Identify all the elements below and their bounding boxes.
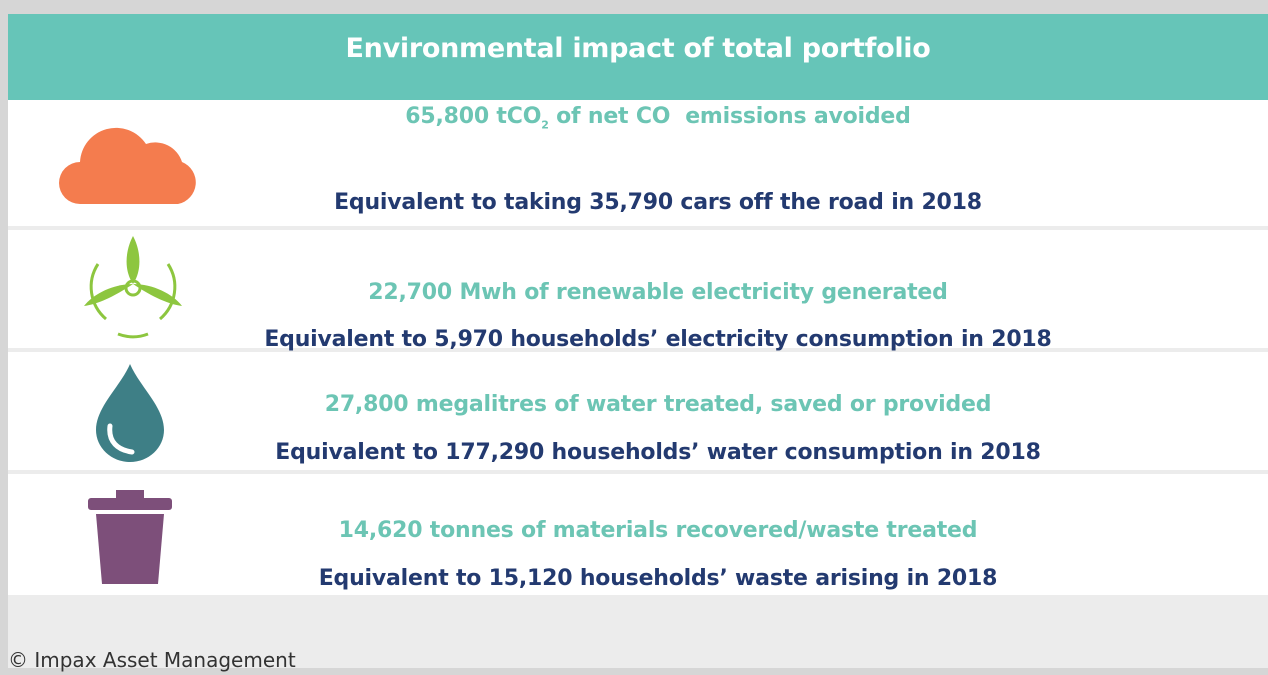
drop-icon bbox=[96, 364, 164, 462]
row: 22,700 Mwh of renewable electricity gene… bbox=[8, 230, 1268, 352]
row: 65,800 tCO2 of net CO emissions avoided … bbox=[8, 100, 1268, 226]
cloud-icon bbox=[59, 127, 196, 204]
title: Environmental impact of total portfolio bbox=[8, 14, 1268, 100]
headline: 14,620 tonnes of materials recovered/was… bbox=[338, 518, 978, 543]
equivalent: Equivalent to 15,120 households’ waste a… bbox=[318, 566, 998, 591]
headline: 65,800 tCO2 of net CO emissions avoided bbox=[405, 104, 911, 132]
footer: © Impax Asset Management bbox=[8, 648, 296, 672]
row: 27,800 megalitres of water treated, save… bbox=[8, 352, 1268, 470]
row: 14,620 tonnes of materials recovered/was… bbox=[8, 474, 1268, 595]
turbine-icon bbox=[84, 236, 182, 339]
headline: 22,700 Mwh of renewable electricity gene… bbox=[368, 280, 948, 305]
panel: Environmental impact of total portfolio … bbox=[8, 14, 1268, 672]
equivalent: Equivalent to taking 35,790 cars off the… bbox=[334, 190, 982, 215]
equivalent: Equivalent to 5,970 households’ electric… bbox=[264, 327, 1052, 352]
bin-icon bbox=[88, 490, 172, 584]
equivalent: Equivalent to 177,290 households’ water … bbox=[275, 440, 1041, 465]
headline: 27,800 megalitres of water treated, save… bbox=[324, 392, 992, 417]
